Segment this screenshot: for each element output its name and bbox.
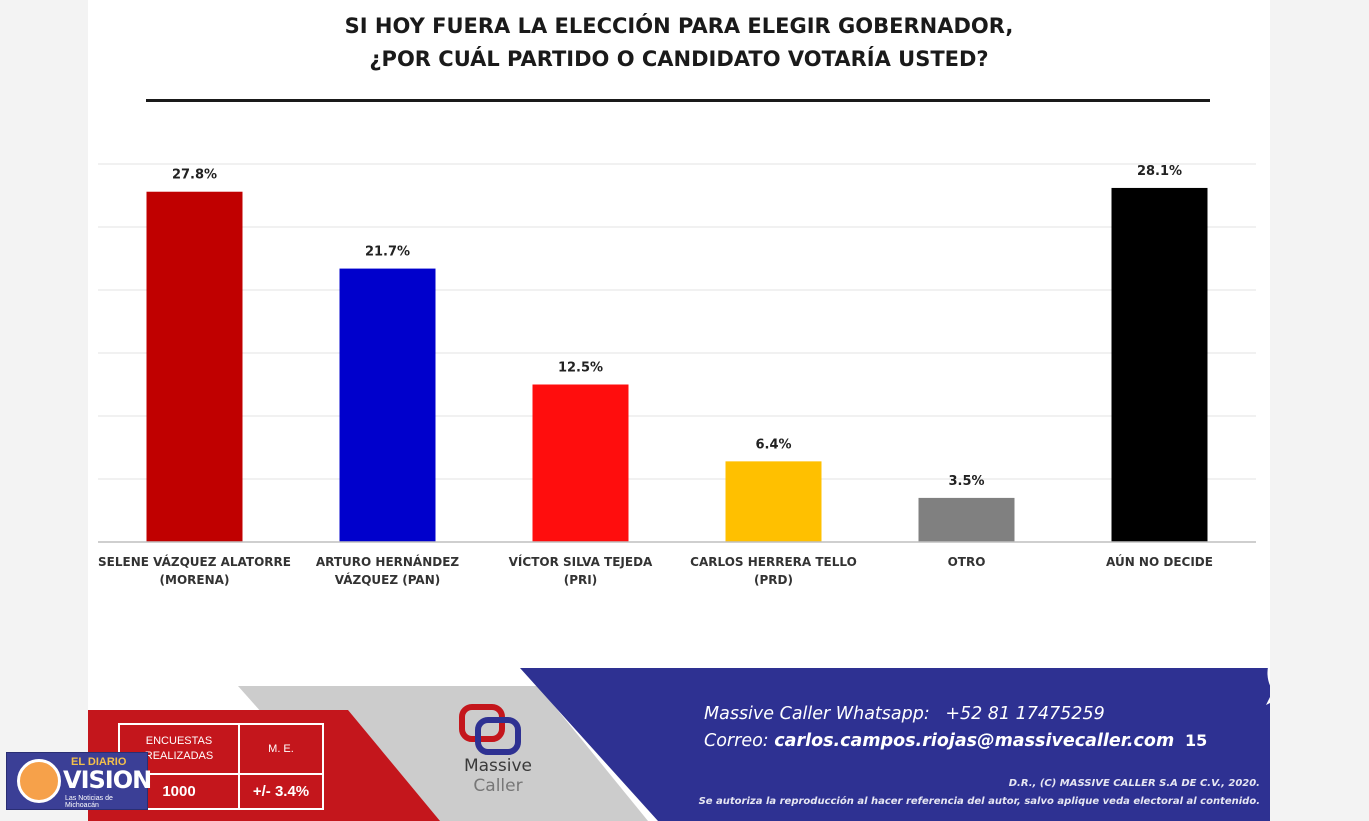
category-tick-label: ARTURO HERNÁNDEZ bbox=[316, 554, 460, 569]
footer-navy-band bbox=[520, 668, 1270, 821]
watermark-main-text: VISION bbox=[63, 766, 152, 794]
bar bbox=[146, 191, 243, 542]
whatsapp-number: +52 81 17475259 bbox=[945, 704, 1105, 724]
bar bbox=[725, 461, 822, 542]
category-tick-label: OTRO bbox=[948, 555, 986, 569]
bar bbox=[1111, 187, 1208, 542]
reproduction-notice: Se autoriza la reproducción al hacer ref… bbox=[698, 796, 1260, 807]
copyright-line: D.R., (C) MASSIVE CALLER S.A DE C.V., 20… bbox=[1008, 778, 1260, 789]
brand-name-line-2: Caller bbox=[473, 776, 523, 796]
page-title: SI HOY FUERA LA ELECCIÓN PARA ELEGIR GOB… bbox=[88, 10, 1270, 76]
category-tick-label: (PRD) bbox=[754, 573, 793, 587]
whatsapp-label: Massive Caller Whatsapp: bbox=[704, 704, 930, 724]
margin-error-value: +/- 3.4% bbox=[238, 773, 324, 810]
bar-value-label: 3.5% bbox=[948, 474, 984, 489]
bar-value-label: 27.8% bbox=[172, 168, 217, 183]
watermark-circle-icon bbox=[17, 759, 61, 803]
massive-caller-logo-icon bbox=[459, 704, 521, 755]
title-line-2: ¿POR CUÁL PARTIDO O CANDIDATO VOTARÍA US… bbox=[369, 47, 989, 71]
slide: SI HOY FUERA LA ELECCIÓN PARA ELEGIR GOB… bbox=[88, 0, 1270, 821]
title-divider bbox=[146, 99, 1210, 102]
category-tick-label: SELENE VÁZQUEZ ALATORRE bbox=[98, 554, 291, 569]
email-address: carlos.campos.riojas@massivecaller.com bbox=[774, 731, 1175, 751]
margin-error-header: M. E. bbox=[238, 723, 324, 775]
bar-chart: 27.8% SELENE VÁZQUEZ ALATORRE (MORENA) 21.7… bbox=[98, 163, 1256, 587]
surveys-header: ENCUESTAS REALIZADAS bbox=[118, 723, 240, 775]
category-tick-label: CARLOS HERRERA TELLO bbox=[690, 555, 857, 569]
bar bbox=[532, 384, 629, 542]
category-tick-label: (PRI) bbox=[564, 573, 597, 587]
watermark-logo: EL DIARIO VISION Las Noticias de Michoac… bbox=[6, 752, 152, 810]
watermark-top-text: EL DIARIO bbox=[71, 756, 127, 768]
title-line-1: SI HOY FUERA LA ELECCIÓN PARA ELEGIR GOB… bbox=[344, 14, 1014, 38]
category-tick-label: (MORENA) bbox=[160, 573, 230, 587]
footer-graphics bbox=[88, 668, 1270, 821]
bar bbox=[339, 268, 436, 542]
bar-value-label: 21.7% bbox=[365, 245, 410, 260]
bar bbox=[918, 497, 1015, 542]
email-label: Correo: bbox=[704, 731, 769, 751]
watermark-subtitle: Las Noticias de Michoacán bbox=[65, 795, 113, 809]
whatsapp-contact: Massive Caller Whatsapp: +52 81 17475259 bbox=[704, 704, 1105, 724]
category-tick-label: VÍCTOR SILVA TEJEDA bbox=[509, 554, 653, 569]
category-tick-label: AÚN NO DECIDE bbox=[1106, 554, 1213, 569]
bar-value-label: 28.1% bbox=[1137, 164, 1182, 179]
bar-value-label: 6.4% bbox=[755, 437, 791, 452]
email-contact: Correo: carlos.campos.riojas@massivecall… bbox=[704, 731, 1174, 751]
bar-value-label: 12.5% bbox=[558, 361, 603, 376]
whatsapp-icon bbox=[1266, 660, 1270, 705]
page-number: 15 bbox=[1185, 731, 1208, 750]
category-tick-label: VÁZQUEZ (PAN) bbox=[335, 572, 440, 587]
brand-name: Massive Caller bbox=[438, 756, 558, 796]
brand-name-line-1: Massive bbox=[463, 756, 533, 776]
survey-stats-table: ENCUESTAS REALIZADAS M. E. 1000 +/- 3.4% bbox=[118, 723, 324, 810]
